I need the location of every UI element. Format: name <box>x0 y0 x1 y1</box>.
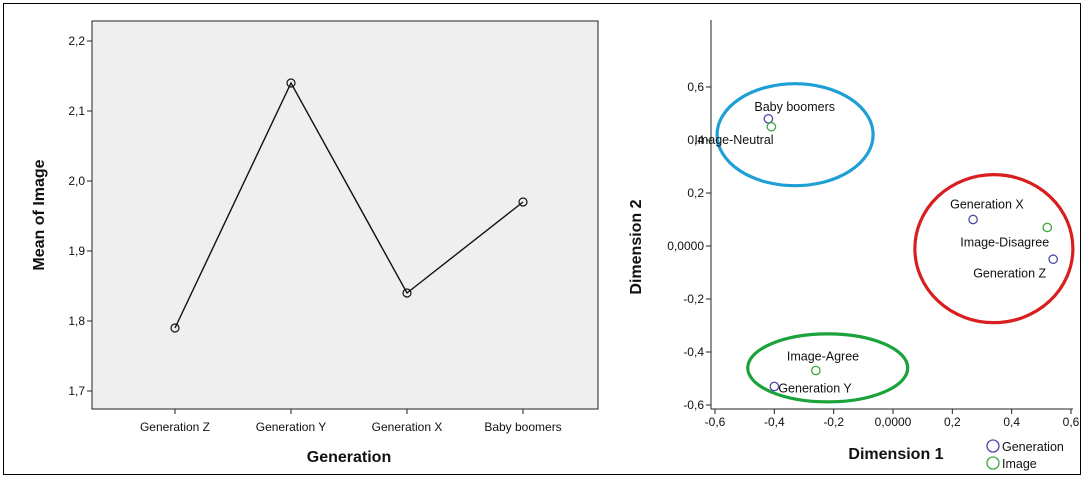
x-tick-label: -0,4 <box>764 415 785 429</box>
x-tick-label: 0,2 <box>944 415 961 429</box>
generation-point <box>968 214 978 225</box>
x-tick-label: -0,6 <box>705 415 726 429</box>
x-tick-label: Generation X <box>372 420 443 434</box>
y-tick-label: 0,6 <box>687 80 704 94</box>
green-cluster <box>746 332 910 404</box>
point-label: Generation X <box>950 198 1024 212</box>
y-tick-label: 0,4 <box>687 133 704 147</box>
line-series <box>174 81 524 329</box>
legend-marker <box>986 439 1000 453</box>
generation-point <box>769 381 780 392</box>
generation-point <box>1048 254 1059 265</box>
line-point <box>402 288 412 298</box>
y-tick-label: 2,1 <box>68 104 85 118</box>
point-label: Generation Z <box>973 266 1046 280</box>
x-tick-label: 0,0000 <box>875 415 912 429</box>
y-tick-label: -0,4 <box>683 345 704 359</box>
line-chart-plot-area <box>91 20 599 410</box>
image-point <box>766 121 777 132</box>
x-tick-label: 0,4 <box>1003 415 1020 429</box>
x-tick-label: Generation Z <box>140 420 210 434</box>
y-tick-label: 1,8 <box>68 314 85 328</box>
line-chart: 1,7 1,8 1,9 2,0 2,1 2,2 Generation Z Generatio… <box>31 20 599 466</box>
legend-label: Image <box>1002 457 1037 471</box>
line-point <box>170 323 180 333</box>
legend: Generation Image <box>986 439 1064 471</box>
x-tick-label: Baby boomers <box>484 420 561 434</box>
x-tick-label: Generation Y <box>256 420 327 434</box>
y-tick-label: 0,2 <box>687 186 704 200</box>
image-point <box>1042 222 1053 233</box>
y-tick-label: -0,2 <box>683 292 704 306</box>
y-tick-label: -0,6 <box>683 398 704 412</box>
y-tick-label: 1,7 <box>68 384 85 398</box>
red-cluster <box>913 173 1075 325</box>
blue-cluster <box>715 82 875 188</box>
line-point <box>286 78 296 88</box>
scatter-chart: -0,6 -0,4 -0,2 0,0000 0,2 0,4 0,6 -0,6 -0,4 -0,2… <box>628 20 1080 471</box>
y-tick-label: 0,0000 <box>667 239 704 253</box>
y-tick-label: 2,0 <box>68 174 85 188</box>
point-label: Generation Y <box>778 381 852 395</box>
line-point <box>518 197 528 207</box>
legend-marker <box>986 456 1000 470</box>
legend-label: Generation <box>1002 440 1064 454</box>
dimension-2-axis-label: Dimension 2 <box>628 199 645 294</box>
x-tick-label: -0,2 <box>823 415 844 429</box>
generation-point <box>763 113 774 124</box>
point-label: Image-Agree <box>787 350 859 364</box>
y-tick-label: 2,2 <box>68 34 85 48</box>
point-label: Image-Disagree <box>960 235 1049 249</box>
point-label: Image-Neutral <box>694 133 773 147</box>
x-tick-label: 0,6 <box>1063 415 1080 429</box>
dimension-1-axis-label: Dimension 1 <box>848 446 943 463</box>
y-tick-label: 1,9 <box>68 244 85 258</box>
y-axis-label: Mean of Image <box>31 159 48 270</box>
point-label: Baby boomers <box>754 100 835 114</box>
x-axis-label: Generation <box>307 449 391 466</box>
image-point <box>811 365 821 376</box>
